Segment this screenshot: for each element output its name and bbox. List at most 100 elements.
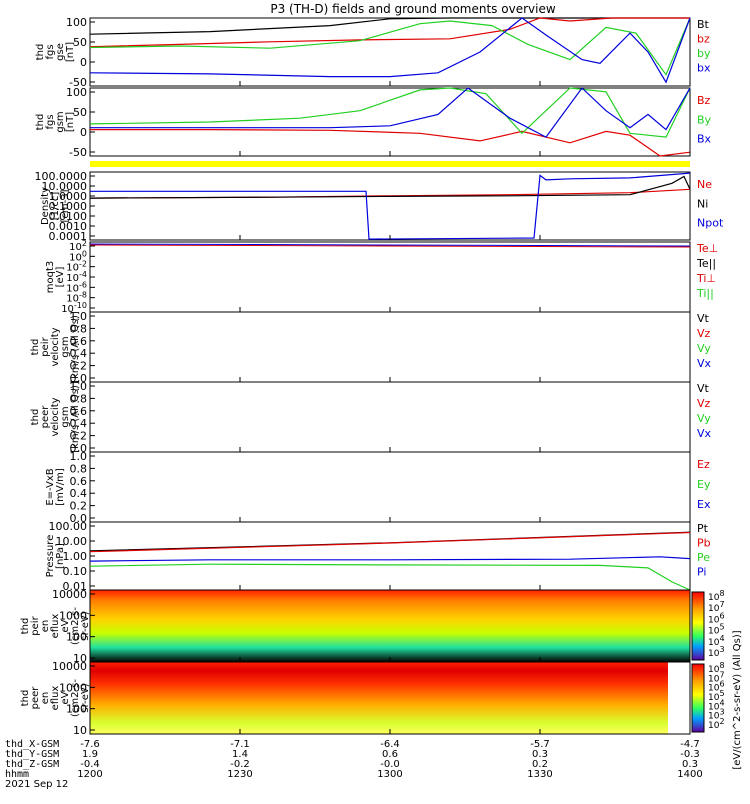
- colorbar: [691, 591, 705, 661]
- series-line-Pe: [89, 563, 691, 591]
- legend-entry: Ti||: [696, 287, 714, 300]
- y-axis-label: [km/s (All Qs)]: [70, 381, 81, 453]
- panel-frame: [89, 241, 691, 313]
- legend-entry: Npot: [697, 217, 724, 230]
- series-line-Bx: [90, 87, 691, 138]
- y-axis-label: gse: [55, 43, 66, 61]
- y-tick-label: 0.8: [70, 462, 88, 475]
- panel-frame: [89, 311, 691, 383]
- x-axis-value: 1400: [677, 769, 702, 780]
- series-line-bx: [89, 17, 691, 84]
- x-axis-value: -4.7: [680, 739, 700, 750]
- y-tick-label: 0.0: [70, 372, 88, 385]
- series-line-by: [89, 17, 691, 76]
- panel1: [89, 17, 691, 87]
- x-axis-value: -0.2: [230, 759, 250, 770]
- y-tick-label: 100: [66, 631, 87, 644]
- x-axis-row-label: thd_X-GSM: [5, 739, 59, 750]
- y-axis-label: peir: [40, 336, 51, 356]
- y-tick-label: -50: [69, 76, 87, 89]
- x-axis-value: 0.6: [382, 749, 398, 760]
- legend-entry: Bz: [697, 94, 711, 107]
- y-tick-label: 100.00: [49, 520, 88, 533]
- legend-entry: Ey: [697, 478, 711, 491]
- x-axis-value: 1330: [527, 769, 552, 780]
- x-axis-value: 0.3: [682, 759, 698, 770]
- y-tick-label: 0.0: [70, 512, 88, 525]
- y-tick-label: 10: [73, 724, 87, 737]
- y-axis-label: peer: [30, 686, 41, 710]
- legend-entry: Vz: [697, 397, 711, 410]
- legend-entry: Ti⊥: [696, 272, 716, 285]
- y-tick-label: 100: [66, 703, 87, 716]
- y-axis-label: Pressure: [45, 535, 56, 578]
- y-axis-label: Density: [40, 187, 51, 225]
- x-axis-value: 1200: [77, 769, 102, 780]
- legend-entry: By: [697, 113, 712, 126]
- y-axis-label: [km/s (All Qs)]: [70, 311, 81, 383]
- legend-entry: bx: [697, 62, 711, 75]
- y-tick-label: 0.01: [63, 580, 88, 593]
- legend-entry: Pe: [697, 551, 710, 564]
- y-axis-label: en: [40, 620, 51, 633]
- y-tick-label: 0: [80, 56, 87, 69]
- y-axis-label: gsm: [60, 406, 71, 427]
- x-axis-value: -7.6: [80, 739, 100, 750]
- y-tick-label: 0.6: [70, 335, 88, 348]
- y-axis-label: [nPa]: [55, 543, 66, 569]
- y-axis-label: moqt3: [45, 261, 56, 294]
- y-axis-label: thd: [30, 409, 41, 426]
- series-line-Npot: [90, 172, 691, 240]
- panel-frame: [89, 451, 691, 523]
- y-tick-label: 0.0100: [49, 210, 88, 223]
- y-tick-label: 0.8: [70, 322, 88, 335]
- x-axis-value: -0.3: [680, 749, 700, 760]
- y-axis-label: sr-eV): [80, 611, 91, 640]
- plot-title: P3 (TH-D) fields and ground moments over…: [270, 2, 555, 16]
- series-line-Pt: [89, 531, 691, 552]
- y-tick-label: 0.0010: [49, 220, 88, 233]
- panel6: [89, 381, 691, 453]
- series-line-bz: [89, 17, 690, 48]
- y-tick-label: 100.0000: [35, 170, 88, 183]
- series-line-Ni: [89, 175, 691, 199]
- x-axis-value: 1.4: [232, 749, 248, 760]
- panel9: [89, 589, 705, 663]
- y-tick-label: 0.4: [70, 417, 88, 430]
- y-axis-label: velocity: [50, 397, 61, 436]
- x-axis-value: 1.9: [82, 749, 98, 760]
- y-axis-label: [mV/m]: [55, 468, 66, 506]
- x-axis-value: 1230: [227, 769, 252, 780]
- series-line-Bz: [90, 129, 691, 157]
- panel4: [89, 241, 691, 313]
- y-axis-label: thd: [20, 690, 31, 707]
- y-axis-label: eflux: [50, 686, 61, 711]
- legend-entry: bz: [697, 33, 710, 46]
- legend-entry: Vx: [697, 427, 712, 440]
- y-tick-label: 10000: [52, 588, 87, 601]
- legend-entry: Ex: [697, 498, 711, 511]
- x-axis-row-label: thd_Y-GSM: [5, 749, 59, 760]
- panel2: [89, 87, 691, 157]
- y-axis-label: gsm: [55, 111, 66, 132]
- y-axis-label: thd: [35, 114, 46, 131]
- spectrogram-gap: [668, 662, 690, 734]
- x-axis-value: -7.1: [230, 739, 250, 750]
- x-axis-value: -6.4: [380, 739, 400, 750]
- legend-entry: Pb: [697, 537, 711, 550]
- y-axis-label: [1/cc]: [50, 192, 61, 221]
- panel-frame: [89, 17, 691, 87]
- y-tick-label: 10000: [52, 660, 87, 673]
- y-tick-label: 1.0: [70, 310, 88, 323]
- x-axis-value: -5.7: [530, 739, 550, 750]
- legend-entry: Pt: [697, 522, 709, 535]
- y-tick-label: 1.00: [63, 550, 88, 563]
- y-axis-label: [eV]: [55, 267, 66, 288]
- legend-entry: Ez: [697, 458, 710, 471]
- series-line-Te: [89, 244, 691, 248]
- series-line-Pb: [89, 531, 691, 553]
- legend-entry: Vt: [697, 382, 710, 395]
- legend-entry: Vx: [697, 357, 712, 370]
- series-line-Bt: [89, 17, 690, 35]
- legend-entry: Te⊥: [696, 242, 718, 255]
